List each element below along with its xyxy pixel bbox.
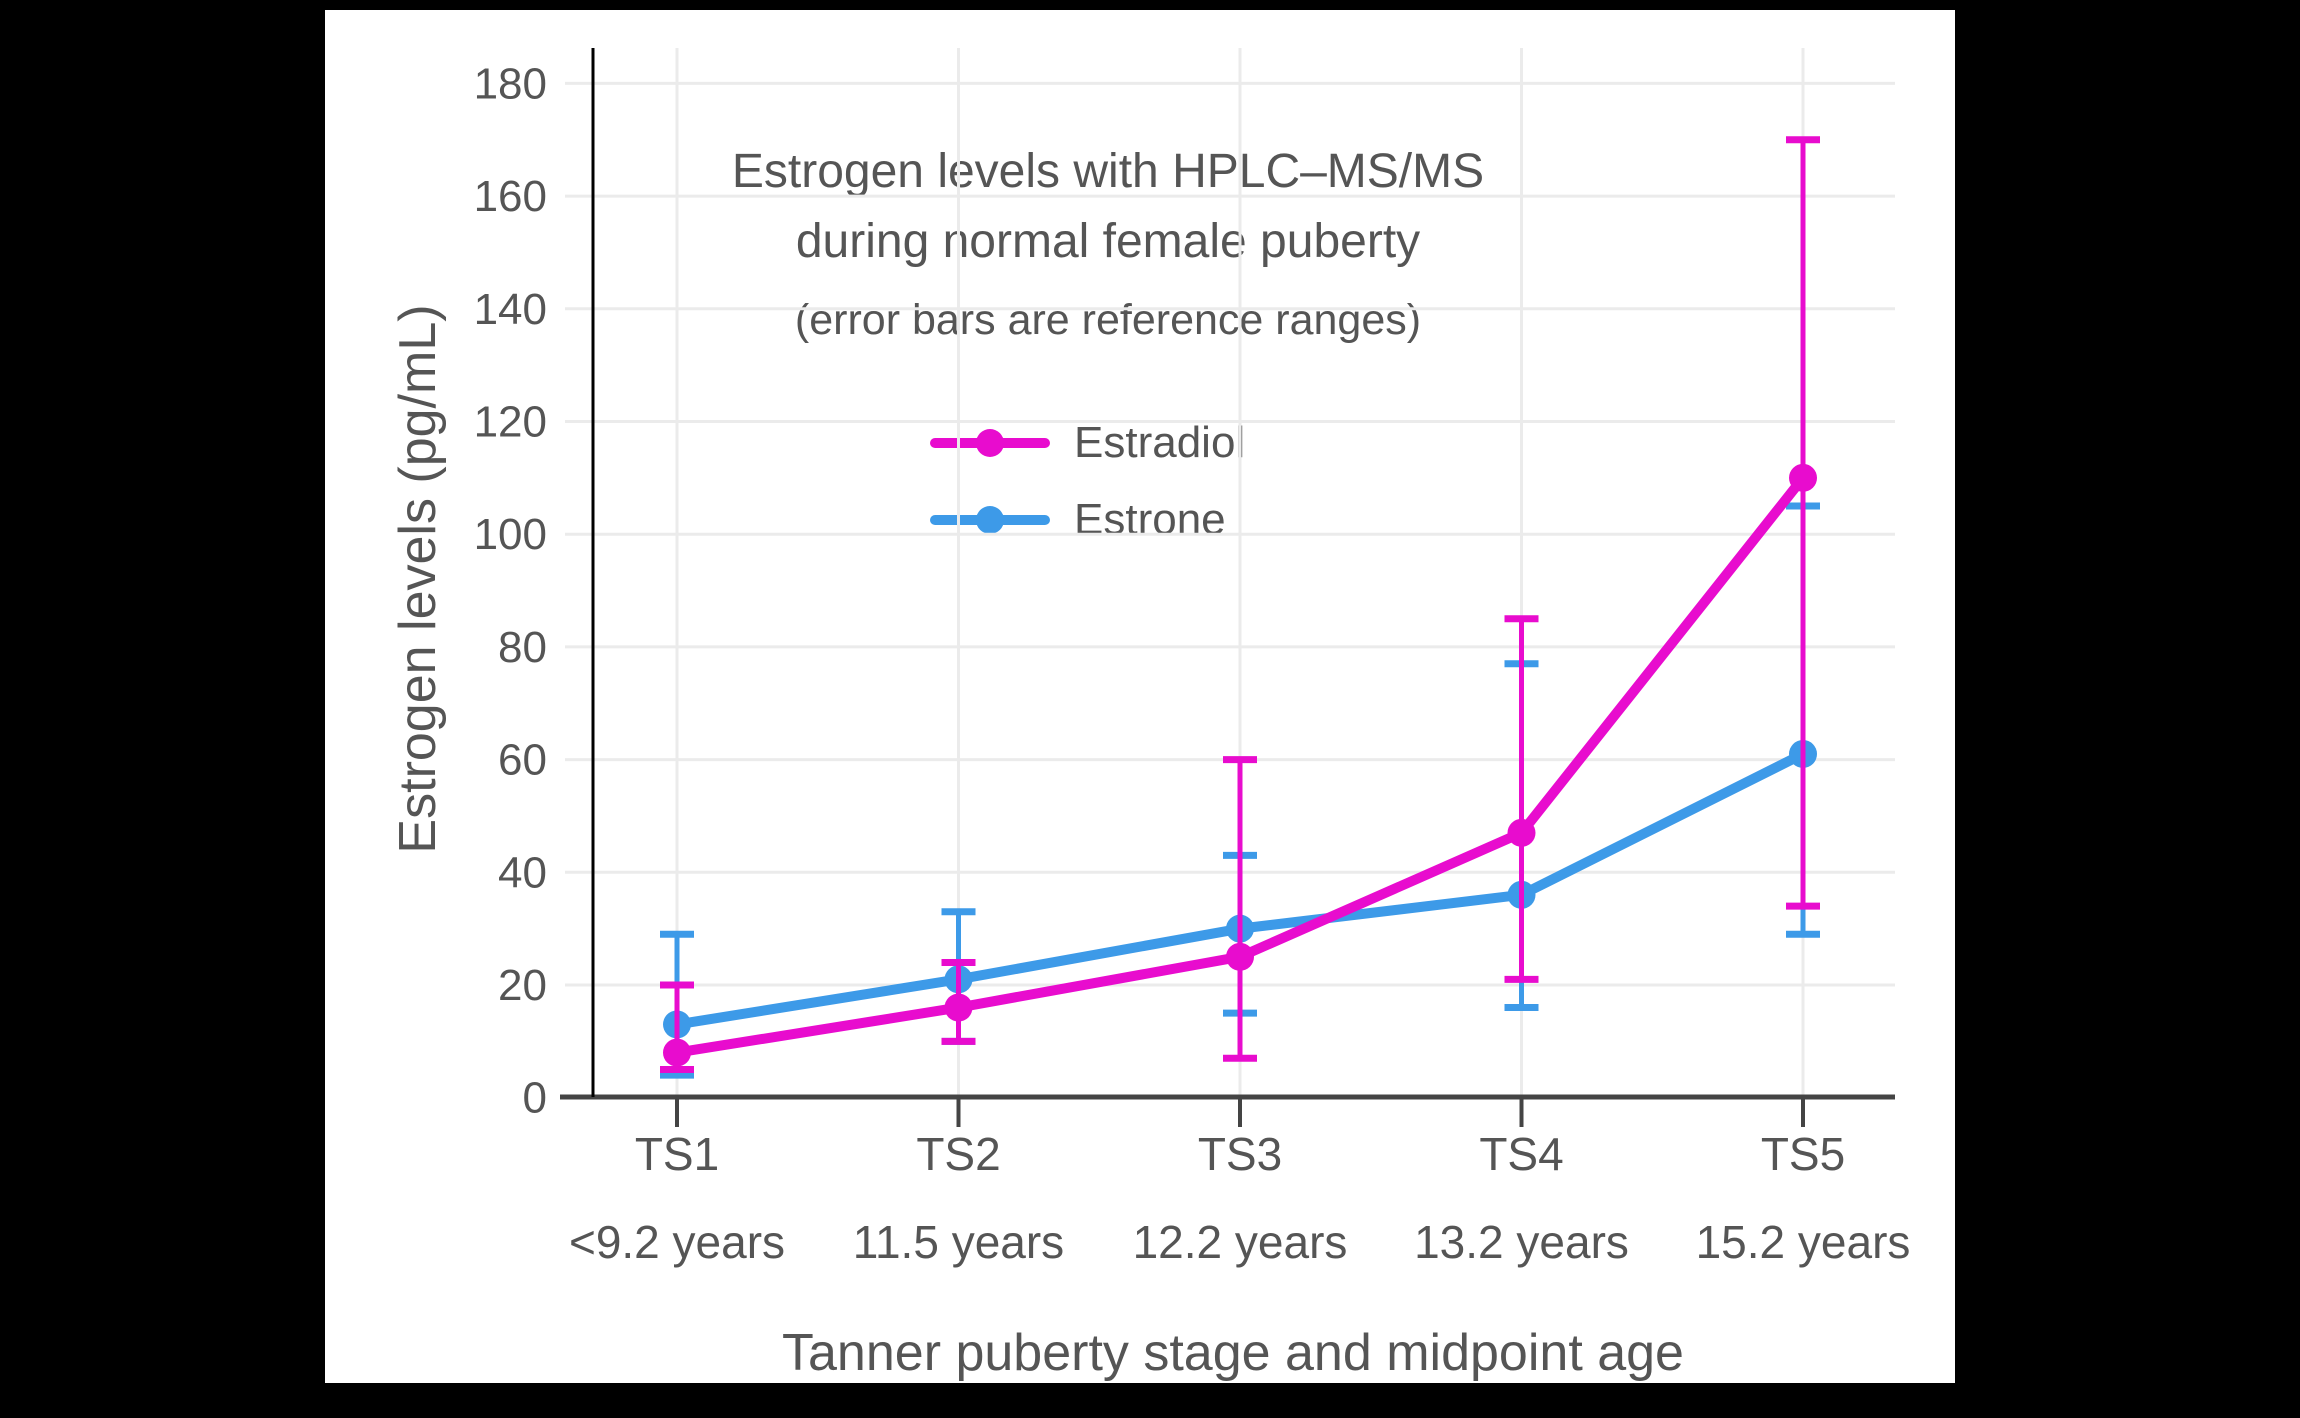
legend-item-estrone[interactable]: Estrone: [930, 490, 1245, 550]
data-point-estradiol: [1507, 818, 1536, 847]
chart-legend: Estradiol Estrone: [930, 413, 1245, 567]
x-tick-label-stage: TS4: [1479, 1128, 1563, 1180]
y-tick-label: 140: [474, 285, 547, 334]
y-tick-label: 80: [498, 623, 547, 672]
x-tick-label-age: 13.2 years: [1414, 1216, 1629, 1268]
x-tick-label-stage: TS2: [916, 1128, 1000, 1180]
chart-canvas: 0 20 40 60 80 100 120 140 160 180 TS1 <9.2 years TS2…: [474, 48, 1911, 1268]
y-tick-label: 60: [498, 736, 547, 785]
data-point-estradiol: [1226, 942, 1254, 971]
x-tick-label-stage: TS3: [1198, 1128, 1282, 1180]
legend-item-estradiol[interactable]: Estradiol: [930, 413, 1245, 473]
chart-figure: Estrogen levels with HPLC–MS/MS during n…: [325, 10, 1955, 1383]
y-tick-label: 180: [474, 59, 547, 108]
y-tick-label: 160: [474, 172, 547, 221]
y-tick-label: 0: [523, 1074, 547, 1123]
x-tick-label-stage: TS5: [1761, 1128, 1845, 1180]
x-tick-label-age: 11.5 years: [853, 1216, 1064, 1268]
legend-label-estradiol: Estradiol: [1074, 418, 1246, 467]
data-point-estradiol: [944, 993, 973, 1022]
data-point-estradiol: [1789, 463, 1817, 492]
data-point-estradiol: [663, 1038, 691, 1067]
chart-subtitle: (error bars are reference ranges): [794, 296, 1422, 344]
estrone-swatch-icon: [930, 490, 1050, 550]
x-tick-label-age: <9.2 years: [569, 1216, 785, 1268]
chart-title-line2: during normal female puberty: [795, 215, 1421, 268]
y-tick-label: 100: [474, 510, 547, 559]
x-tick-label-age: 15.2 years: [1696, 1216, 1911, 1268]
legend-label-estrone: Estrone: [1074, 495, 1226, 544]
y-axis-title: Estrogen levels (pg/mL): [389, 304, 447, 854]
x-tick-label-stage: TS1: [635, 1128, 719, 1180]
y-tick-label: 40: [498, 848, 547, 897]
y-tick-label: 20: [498, 961, 547, 1010]
y-tick-label: 120: [474, 398, 547, 447]
chart-title: Estrogen levels with HPLC–MS/MS: [731, 145, 1485, 198]
chart-title-block: Estrogen levels with HPLC–MS/MS during n…: [608, 137, 1608, 350]
estradiol-swatch-icon: [930, 413, 1050, 473]
x-axis-title: Tanner puberty stage and midpoint age: [782, 1324, 1684, 1382]
x-tick-label-age: 12.2 years: [1133, 1216, 1348, 1268]
